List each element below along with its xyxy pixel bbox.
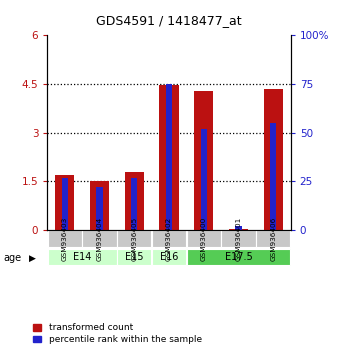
Bar (152, 230, 186, 247)
Text: age: age (3, 253, 22, 263)
Text: GDS4591 / 1418477_at: GDS4591 / 1418477_at (96, 13, 242, 27)
Bar (117, 230, 151, 247)
Text: E15: E15 (125, 252, 144, 262)
Bar (256, 230, 290, 247)
Bar (187, 249, 290, 265)
Bar (160, 85, 178, 230)
Text: E16: E16 (160, 252, 178, 262)
Text: E14: E14 (73, 252, 91, 262)
Bar (62, 178, 68, 230)
Text: GSM936403: GSM936403 (62, 217, 68, 261)
Bar (117, 249, 151, 265)
Bar (96, 187, 103, 230)
Text: GSM936405: GSM936405 (131, 217, 137, 261)
Bar (194, 91, 213, 230)
Bar (152, 249, 186, 265)
Bar (48, 249, 117, 265)
Text: ▶: ▶ (29, 254, 35, 263)
Bar (166, 84, 172, 230)
Bar (55, 175, 74, 230)
Bar (82, 230, 117, 247)
Text: E17.5: E17.5 (225, 252, 252, 262)
Text: GSM936406: GSM936406 (270, 217, 276, 261)
Text: GSM936401: GSM936401 (236, 217, 242, 261)
Bar (264, 89, 283, 230)
Bar (201, 129, 207, 230)
Bar (221, 230, 256, 247)
Bar (125, 172, 144, 230)
Legend: transformed count, percentile rank within the sample: transformed count, percentile rank withi… (31, 322, 203, 346)
Bar (270, 123, 276, 230)
Bar (90, 181, 109, 230)
Bar (131, 178, 137, 230)
Bar (235, 226, 242, 230)
Bar (229, 229, 248, 230)
Text: GSM936402: GSM936402 (166, 217, 172, 261)
Text: GSM936400: GSM936400 (201, 217, 207, 261)
Bar (48, 230, 82, 247)
Text: GSM936404: GSM936404 (96, 217, 102, 261)
Bar (187, 230, 221, 247)
